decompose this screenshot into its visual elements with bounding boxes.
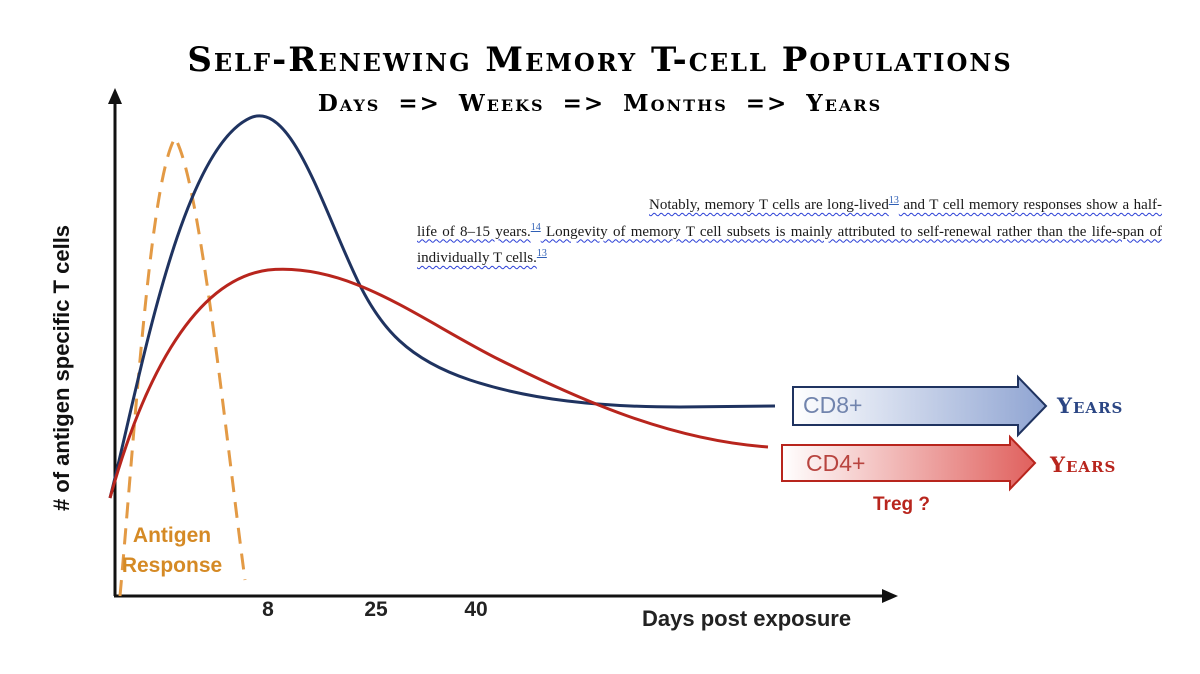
x-axis-label: Days post exposure	[642, 606, 852, 631]
cd8-arrow	[792, 374, 1048, 438]
quote-sentence-2: Longevity of memory T cell subsets is ma…	[417, 223, 1162, 267]
x-tick-25: 25	[364, 598, 388, 621]
antigen-response-label: Antigen Response	[112, 521, 232, 581]
antigen-label-line1: Antigen	[132, 524, 212, 547]
y-axis-label: # of antigen specific T cells	[49, 224, 74, 512]
figure-subtitle: Days => Weeks => Months => Years	[317, 90, 883, 117]
x-tick-8: 8	[262, 598, 274, 621]
reference-13-link[interactable]: 13	[888, 195, 899, 206]
reference-14-link[interactable]: 14	[530, 221, 541, 233]
citation-quote: Notably, memory T cells are long-lived13…	[417, 190, 1162, 270]
cd8-label: CD8+	[803, 392, 863, 418]
cd4-arrow	[781, 434, 1037, 492]
quote-sentence-1b: and T cell memory responses show a half-…	[417, 197, 1162, 240]
x-tick-40: 40	[464, 598, 488, 621]
cd8-curve	[108, 114, 776, 499]
x-axis-arrowhead	[882, 589, 898, 603]
cd8-outcome: Years	[1057, 393, 1124, 418]
antigen-label-line2: Response	[121, 554, 223, 577]
y-axis-arrowhead	[108, 88, 122, 104]
reference-13-link-2[interactable]: 13	[536, 248, 547, 259]
treg-note: Treg ?	[873, 494, 931, 515]
figure-title: Self-Renewing Memory T-cell Populations	[187, 40, 1013, 80]
cd4-outcome: Years	[1050, 452, 1117, 477]
quote-sentence-1a: Notably, memory T cells are long-lived	[649, 197, 889, 213]
cd4-curve	[108, 267, 769, 499]
cd4-label: CD4+	[806, 450, 866, 476]
